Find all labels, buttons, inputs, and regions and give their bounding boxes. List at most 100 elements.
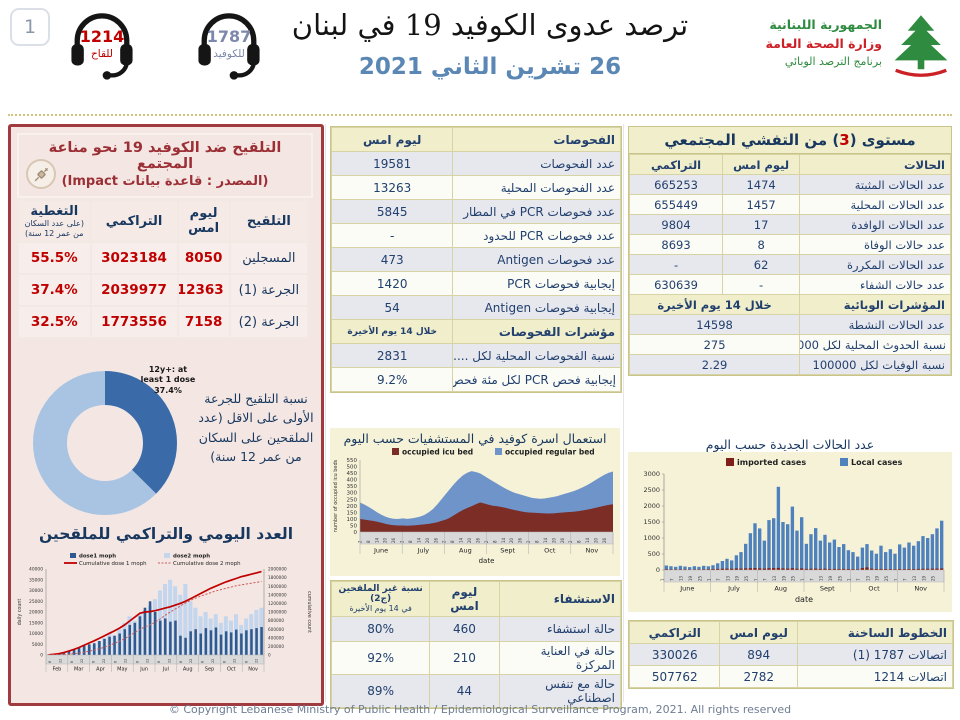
svg-text:19: 19 [688, 575, 693, 581]
svg-text:100: 100 [347, 517, 358, 523]
svg-text:20: 20 [425, 537, 430, 543]
svg-text:Feb: Feb [52, 667, 61, 673]
table-cell: ليوم امس [719, 621, 798, 644]
svg-text:22: 22 [80, 659, 84, 663]
svg-text:8: 8 [48, 661, 52, 663]
table-row: الفحوصات ليوم امس [330, 127, 621, 152]
vaccination-chart-title: العدد اليومي والتراكمي للملقحين [38, 525, 294, 543]
svg-text:14: 14 [459, 537, 464, 543]
table-cell: 1474 [722, 174, 801, 195]
table-row: مؤشرات الفحوصات خلال 14 يوم الأخيرة [330, 319, 621, 344]
vaccination-panel: التلقيح ضد الكوفيد 19 نحو مناعة المجتمع … [8, 124, 324, 706]
svg-text:1: 1 [893, 578, 898, 581]
svg-text:25: 25 [791, 575, 796, 581]
table-cell: الفحوصات [452, 127, 621, 152]
vaccination-panel-title: التلقيح ضد الكوفيد 19 نحو مناعة المجتمع … [17, 133, 313, 198]
svg-text:25000: 25000 [29, 599, 43, 605]
table-cell: عدد الحالات الوافدة [799, 214, 951, 235]
table-cell: ليوم امس [429, 581, 500, 617]
table-row: نسبة الوفيات لكل 100000 2.29 [628, 354, 951, 375]
table-row: عدد فحوصات PCR في المطار 5845 [330, 199, 621, 224]
svg-text:800000: 800000 [268, 618, 284, 623]
tests-table: الفحوصات ليوم امس عدد الفحوصات 19581 عدد الف… [330, 126, 622, 393]
svg-text:14: 14 [543, 537, 548, 543]
table-cell: 17 [722, 214, 801, 235]
svg-text:8: 8 [179, 661, 183, 663]
header-separator [8, 114, 952, 116]
svg-text:35000: 35000 [29, 577, 43, 583]
svg-text:Apr: Apr [96, 667, 106, 673]
svg-text:22: 22 [167, 659, 171, 663]
svg-text:19: 19 [828, 575, 833, 581]
table-cell: اتصالات 1787 (1) [796, 643, 954, 666]
table-cell: 507762 [628, 665, 721, 688]
svg-text:8: 8 [157, 661, 161, 663]
svg-text:25: 25 [837, 575, 842, 581]
svg-text:26: 26 [560, 537, 565, 543]
table-cell: - [330, 223, 454, 248]
svg-text:cumulative count: cumulative count [306, 591, 312, 633]
table-row: إيجابية فحوصات PCR 1420 [330, 271, 621, 296]
table-row: عدد فحوصات Antigen 473 [330, 247, 621, 272]
svg-text:8: 8 [244, 661, 248, 663]
table-cell: 2.29 [628, 354, 801, 375]
svg-text:Nov: Nov [914, 585, 927, 593]
table-cell: 665253 [628, 174, 724, 195]
table-row: عدد الفحوصات المحلية 13263 [330, 175, 621, 200]
table-cell: 460 [429, 615, 500, 642]
svg-text:22: 22 [233, 659, 237, 663]
table-cell: المسجلين [228, 241, 310, 275]
svg-text:20: 20 [467, 537, 472, 543]
title-text: ) من التفشي المجتمعي [664, 131, 840, 149]
svg-text:22: 22 [146, 659, 150, 663]
svg-text:40000: 40000 [29, 567, 43, 573]
table-cell: خلال 14 يوم الأخيرة [628, 294, 801, 315]
table-cell: حالة في العناية المركزة [498, 640, 622, 675]
svg-text:26: 26 [433, 537, 438, 543]
community-table-body: الحالات ليوم امس التراكمي عدد الحالات المثب… [628, 153, 952, 376]
table-cell: 8693 [628, 234, 724, 255]
table-cell: - [722, 274, 801, 295]
table-cell: الخطوط الساخنة [796, 621, 954, 644]
donut-annotation: 12y+: at least 1 dose 37.4% [140, 365, 196, 395]
svg-text:25: 25 [697, 575, 702, 581]
svg-text:400000: 400000 [268, 635, 284, 640]
table-cell: 7158 [176, 305, 231, 339]
table-cell: التغطية (على عدد السكان من عمر 12 سنة) [17, 199, 92, 243]
svg-text:May: May [117, 667, 127, 673]
table-cell: إيجابية فحص PCR لكل مئة فحص [452, 367, 621, 392]
table-row: حالة استشفاء 460 80% [330, 615, 622, 642]
table-row: المؤشرات الوبائية خلال 14 يوم الأخيرة [628, 294, 951, 315]
hotline-label: للكوفيد [213, 48, 245, 60]
svg-text:25: 25 [744, 575, 749, 581]
svg-text:1400000: 1400000 [268, 592, 287, 597]
vaccination-table: التلقيح ليوم امس التراكمي التغطية (على عدد ا… [17, 199, 310, 339]
svg-text:13: 13 [725, 575, 730, 581]
cedar-tree-icon [894, 15, 948, 77]
svg-text:8: 8 [92, 661, 96, 663]
svg-text:20000: 20000 [29, 610, 43, 616]
table-cell: 9804 [628, 214, 724, 235]
svg-text:Oct: Oct [868, 585, 880, 593]
table-cell: عدد فحوصات PCR للحدود [452, 223, 621, 248]
table-cell: 655449 [628, 194, 724, 215]
svg-text:dose2 moph: dose2 moph [173, 554, 210, 560]
table-cell: 630639 [628, 274, 724, 295]
table-cell: 3023184 [89, 241, 179, 275]
table-cell: الجرعة (1) [228, 273, 310, 307]
svg-text:500: 500 [648, 550, 660, 558]
vaccination-daily-chart: dose1 moph dose2 moph Cumulative dose 1 mo… [14, 549, 312, 699]
page-number-box: 1 [10, 8, 50, 46]
svg-text:1000: 1000 [643, 534, 660, 542]
svg-text:19: 19 [735, 575, 740, 581]
svg-text:26: 26 [518, 537, 523, 543]
table-cell: 55.5% [17, 241, 92, 275]
table-row: نسبة الحدوث المحلية لكل 100000275 [628, 334, 951, 355]
svg-text:7: 7 [763, 578, 768, 581]
table-row: نسبة الفحوصات المحلية لكل ...... 2831 [330, 343, 621, 368]
svg-text:Local cases: Local cases [851, 458, 903, 467]
column-divider [325, 124, 326, 702]
title-text: مستوى ( [849, 131, 916, 149]
table-cell: نسبة الحدوث المحلية لكل 100000 [799, 334, 951, 355]
logo-text: الجمهورية اللبنانية وزارة الصحة العامة ب… [744, 16, 882, 70]
